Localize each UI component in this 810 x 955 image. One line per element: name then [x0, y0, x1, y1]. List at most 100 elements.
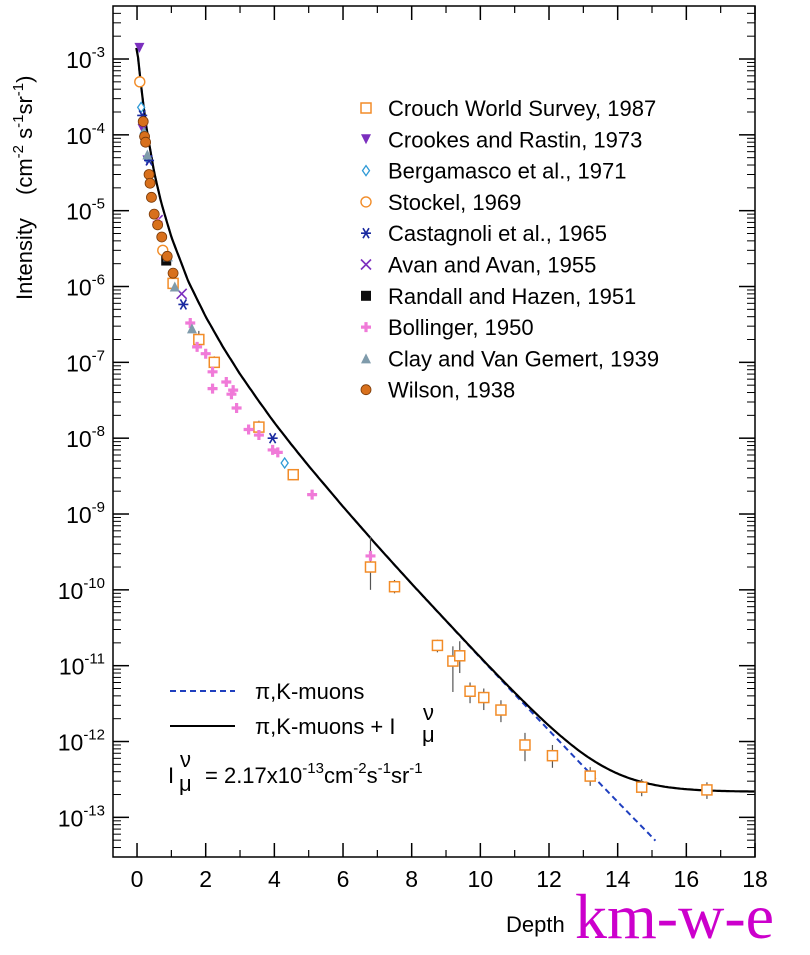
legend-label: Crouch World Survey, 1987: [388, 96, 656, 121]
data-point: [231, 402, 242, 413]
data-point: [519, 739, 531, 751]
legend-label: Avan and Avan, 1955: [388, 253, 596, 278]
x-axis: 0 2 4 6 8 10 12 14 16 18: [131, 6, 768, 892]
legend: Crouch World Survey, 1987 Crookes and Ras…: [360, 96, 659, 403]
x-tick-label: 12: [536, 866, 562, 892]
y-tick-label: 10-6: [66, 272, 105, 301]
legend-marker: [361, 134, 371, 145]
data-point: [207, 366, 218, 377]
y-tick-label: 10-9: [66, 499, 105, 528]
data-point: [169, 281, 180, 292]
x-tick-label: 18: [742, 866, 768, 892]
legend-marker: [361, 164, 371, 177]
legend-label: Clay and Van Gemert, 1939: [388, 346, 659, 371]
curve-legend: π,K-muons π,K-muons + I ν μ: [170, 679, 435, 747]
y-axis-unit: (cm-2 s-1sr-1): [10, 76, 37, 195]
y-tick-label: 10-3: [66, 44, 105, 73]
legend-solid-label: π,K-muons + I: [255, 714, 396, 739]
data-point: [137, 116, 149, 127]
legend-label: Stockel, 1969: [388, 190, 521, 215]
annotation-lhs: I: [168, 763, 174, 788]
data-point: [431, 639, 444, 652]
data-point: [152, 219, 164, 231]
data-point: [142, 149, 153, 160]
data-markers: [134, 42, 713, 799]
data-point: [307, 489, 318, 500]
data-point: [140, 136, 152, 148]
data-point: [388, 580, 401, 593]
plot-frame: [112, 5, 756, 858]
data-point: [267, 444, 278, 455]
data-point: [584, 770, 596, 782]
data-point: [134, 42, 145, 53]
x-tick-label: 2: [199, 866, 212, 892]
data-point: [146, 191, 157, 203]
y-tick-label: 10-13: [58, 802, 105, 831]
data-point: [635, 781, 648, 793]
data-point: [207, 383, 218, 394]
legend-marker: [360, 384, 372, 396]
data-point: [193, 333, 205, 346]
annotation-lhs-sub: μ: [179, 771, 192, 796]
data-point: [453, 650, 466, 662]
legend-label: Crookes and Rastin, 1973: [388, 127, 642, 152]
data-point: [364, 561, 377, 573]
x-tick-label: 6: [337, 866, 350, 892]
x-axis-title: Depth: [506, 912, 565, 937]
data-point: [267, 432, 278, 444]
x-tick-label: 16: [674, 866, 700, 892]
y-tick-label: 10-12: [58, 727, 105, 756]
x-tick-label: 8: [405, 866, 418, 892]
data-point: [272, 447, 283, 458]
y-axis-title: Intensity: [12, 218, 37, 300]
neutrino-annotation: I ν μ = 2.17x10-13cm-2s-1sr-1: [168, 747, 423, 796]
y-tick-label: 10-5: [66, 196, 105, 225]
data-point: [701, 784, 713, 796]
data-point: [185, 318, 196, 329]
curve-pi-k-muons-plus-neutrino: [135, 47, 755, 793]
annotation-value: = 2.17x10-13cm-2s-1sr-1: [205, 760, 423, 788]
data-point: [365, 550, 376, 561]
legend-label: Randall and Hazen, 1951: [388, 284, 636, 309]
legend-label: Bergamasco et al., 1971: [388, 159, 626, 184]
x-tick-label: 4: [268, 866, 281, 892]
legend-marker: [360, 102, 372, 114]
data-point: [243, 424, 254, 435]
data-point: [144, 177, 156, 189]
data-point: [186, 323, 197, 334]
legend-solid-sup: ν: [423, 700, 434, 725]
x-axis-unit: km-w-e: [575, 881, 774, 952]
data-point: [156, 231, 168, 243]
y-tick-label: 10-8: [66, 423, 105, 452]
data-point: [464, 685, 476, 698]
data-point: [208, 356, 221, 369]
legend-label: Wilson, 1938: [388, 378, 515, 403]
data-point: [161, 250, 173, 262]
y-axis: 10-3 10-4 10-5 10-6 10-7 10-8 10-9 10-10 10-11 10…: [58, 5, 755, 858]
data-point: [495, 704, 507, 716]
data-point: [192, 341, 203, 352]
legend-solid-sub: μ: [422, 722, 435, 747]
legend-marker: [360, 196, 372, 208]
y-tick-label: 10-10: [58, 575, 105, 604]
y-tick-label: 10-7: [66, 347, 105, 376]
model-curves: [135, 47, 755, 842]
legend-label: Castagnoli et al., 1965: [388, 221, 607, 246]
data-point: [546, 749, 559, 762]
data-point: [221, 377, 232, 388]
x-tick-label: 0: [131, 866, 144, 892]
data-point: [478, 691, 490, 704]
data-point: [228, 385, 239, 396]
data-point: [280, 456, 289, 470]
legend-marker: [360, 258, 372, 271]
data-point: [134, 76, 146, 88]
data-point: [200, 348, 211, 359]
y-tick-label: 10-11: [59, 651, 105, 680]
legend-marker: [361, 353, 371, 364]
y-tick-label: 10-4: [66, 120, 105, 149]
x-tick-label: 14: [605, 866, 631, 892]
legend-label: Bollinger, 1950: [388, 315, 534, 340]
x-tick-label: 10: [468, 866, 494, 892]
legend-marker: [361, 227, 371, 239]
